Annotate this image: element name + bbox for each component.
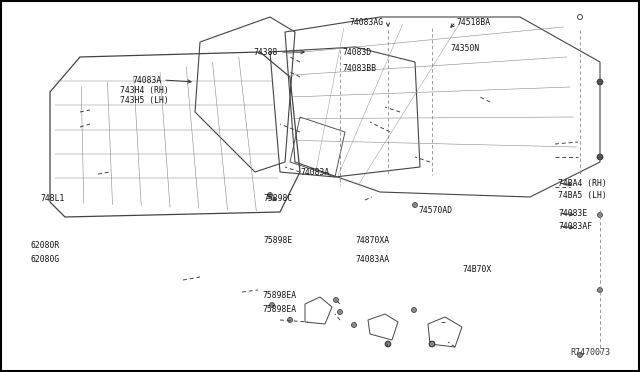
Circle shape	[287, 317, 292, 323]
Text: 74083AA: 74083AA	[355, 256, 389, 264]
Text: 62080G: 62080G	[30, 256, 60, 264]
Circle shape	[429, 341, 435, 347]
Text: 74BA5 (LH): 74BA5 (LH)	[558, 190, 607, 199]
Text: 74083A: 74083A	[301, 167, 330, 176]
Circle shape	[413, 202, 417, 208]
Circle shape	[268, 192, 273, 198]
Circle shape	[385, 341, 391, 347]
Text: 74350N: 74350N	[450, 44, 479, 52]
Circle shape	[351, 323, 356, 327]
Circle shape	[598, 288, 602, 292]
Text: 743H5 (LH): 743H5 (LH)	[120, 96, 169, 105]
Text: 74083AF: 74083AF	[558, 221, 592, 231]
Text: 62080R: 62080R	[30, 241, 60, 250]
Text: 74083D: 74083D	[342, 48, 371, 57]
Text: 75898EA: 75898EA	[262, 305, 296, 314]
Circle shape	[269, 302, 275, 308]
Text: 74083A: 74083A	[132, 76, 162, 84]
Text: 75898C: 75898C	[263, 193, 292, 202]
Text: 74388: 74388	[253, 48, 278, 57]
Text: 74BA4 (RH): 74BA4 (RH)	[558, 179, 607, 187]
Text: 743H4 (RH): 743H4 (RH)	[120, 86, 169, 94]
Text: 74B70X: 74B70X	[462, 266, 492, 275]
Text: 748L1: 748L1	[40, 193, 65, 202]
Circle shape	[597, 79, 603, 85]
Circle shape	[598, 212, 602, 218]
Text: 74083E: 74083E	[558, 208, 588, 218]
Circle shape	[429, 341, 435, 346]
Text: 74870XA: 74870XA	[355, 235, 389, 244]
Circle shape	[597, 154, 603, 160]
Text: 74083BB: 74083BB	[342, 64, 376, 73]
Text: 75898EA: 75898EA	[262, 291, 296, 299]
Circle shape	[333, 298, 339, 302]
Text: 74083AG: 74083AG	[350, 17, 384, 26]
Circle shape	[577, 353, 582, 357]
Circle shape	[337, 310, 342, 314]
Text: 74570AD: 74570AD	[418, 205, 452, 215]
Text: 75898E: 75898E	[263, 235, 292, 244]
Circle shape	[385, 341, 390, 346]
Text: 74518BA: 74518BA	[456, 17, 490, 26]
Text: R7470073: R7470073	[570, 348, 610, 357]
Circle shape	[412, 308, 417, 312]
